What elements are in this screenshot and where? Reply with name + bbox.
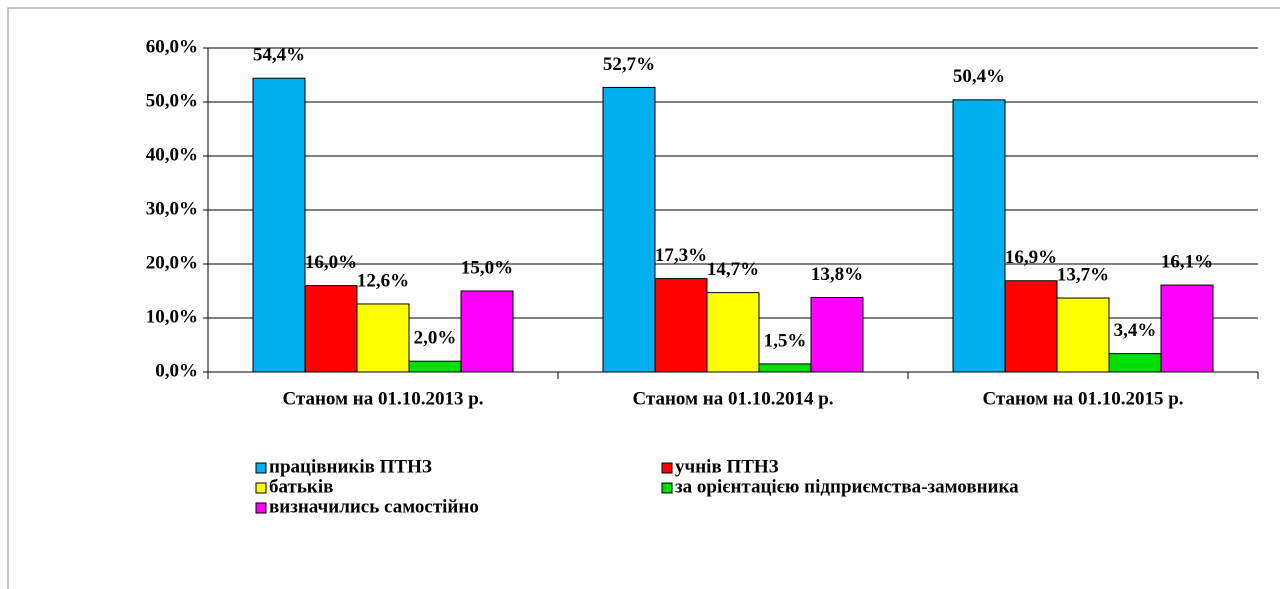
legend-swatch [661,462,673,474]
y-tick-label: 50,0% [146,90,198,111]
y-tick-label: 60,0% [146,36,198,57]
bar [1004,280,1058,373]
data-label: 15,0% [461,257,513,278]
bar [1160,284,1214,373]
y-tick-label: 30,0% [146,198,198,219]
data-label: 17,3% [655,245,707,266]
bar [1056,297,1110,373]
legend-label: визначились самостійно [269,496,479,517]
frame [7,7,1280,589]
data-label: 16,1% [1161,251,1213,272]
bar [252,77,306,373]
x-tick-label: Станом на 01.10.2014 р. [632,388,833,409]
x-tick-label: Станом на 01.10.2013 р. [282,388,483,409]
y-tick-label: 40,0% [146,144,198,165]
legend-label: працівників ПТНЗ [269,456,432,477]
data-label: 50,4% [953,66,1005,87]
bar [304,285,358,373]
x-tick-label: Станом на 01.10.2015 р. [982,388,1183,409]
y-tick-label: 0,0% [155,360,198,381]
bar [952,99,1006,373]
legend-label: учнів ПТНЗ [675,456,779,477]
bar [706,292,760,373]
legend-label: батьків [269,476,333,497]
bar [810,296,864,373]
bar [602,86,656,373]
legend-swatch [255,502,267,514]
data-label: 13,8% [811,264,863,285]
bar [460,290,514,373]
legend-swatch [255,482,267,494]
y-tick-label: 20,0% [146,252,198,273]
bar [408,360,462,373]
data-label: 13,7% [1057,264,1109,285]
y-tick-label: 10,0% [146,306,198,327]
bar [758,363,812,373]
data-label: 1,5% [764,330,807,351]
data-label: 14,7% [707,259,759,280]
legend-swatch [255,462,267,474]
data-label: 16,0% [305,252,357,273]
data-label: 12,6% [357,270,409,291]
data-label: 54,4% [253,45,305,66]
legend-label: за орієнтацією підприємства-замовника [675,476,1019,497]
bar [356,303,410,373]
data-label: 16,9% [1005,247,1057,268]
legend-swatch [661,482,673,494]
data-label: 3,4% [1114,320,1157,341]
bar [654,278,708,373]
bar [1108,353,1162,373]
data-label: 52,7% [603,54,655,75]
data-label: 2,0% [414,328,457,349]
